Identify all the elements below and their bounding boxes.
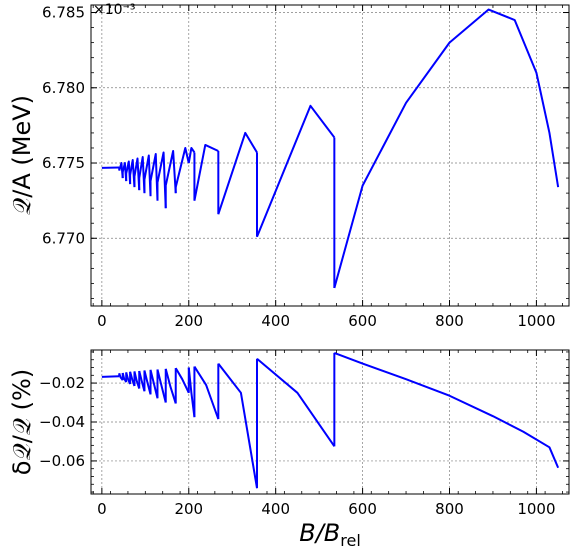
- series-line-segment: [333, 8, 560, 289]
- series-line-segment: [193, 143, 219, 201]
- bottom-grid: [91, 350, 569, 494]
- bottom-tick-labels: 0 200 400 600 800 1000 −0.06 −0.04 −0.02: [39, 374, 555, 518]
- series-line-segment: [149, 153, 159, 201]
- series-line-segment: [256, 357, 336, 447]
- top-frame: [90, 4, 570, 307]
- series-line-segment: [333, 351, 560, 469]
- series-line-segment: [164, 149, 177, 194]
- top-panel: 0 200 400 600 800 1000 6.770 6.775 6.780 6.785 ×1…: [8, 2, 570, 330]
- series-line-segment: [149, 369, 159, 399]
- series-line-segment: [217, 363, 258, 489]
- y-tick-label: −0.06: [39, 452, 85, 470]
- x-tick-label: 400: [261, 312, 290, 330]
- series-line-segment: [187, 146, 196, 164]
- series-line-segment: [156, 369, 167, 403]
- x-tick-label: 600: [348, 500, 377, 518]
- y-tick-label: 6.770: [42, 229, 85, 247]
- y-tick-label: −0.02: [39, 374, 85, 392]
- bottom-xlabel: B/Brel: [299, 519, 361, 550]
- x-tick-label: 800: [435, 500, 464, 518]
- y-tick-label: −0.04: [39, 413, 85, 431]
- x-tick-label: 1000: [517, 500, 555, 518]
- series-line-segment: [174, 367, 190, 394]
- x-tick-label: 0: [97, 500, 107, 518]
- top-ylabel: 𝒬/A (MeV): [8, 95, 36, 215]
- x-tick-label: 200: [174, 500, 203, 518]
- bottom-series: [101, 351, 560, 489]
- x-tick-label: 200: [174, 312, 203, 330]
- bottom-frame: [90, 349, 570, 495]
- y-tick-label: 6.785: [42, 4, 85, 22]
- x-tick-label: 0: [97, 312, 107, 330]
- x-tick-label: 1000: [517, 312, 555, 330]
- series-line-segment: [256, 104, 336, 238]
- xlabel-main: B/B: [299, 519, 340, 547]
- top-offset-label: ×10⁻³: [93, 2, 136, 18]
- series-line-segment: [193, 366, 220, 420]
- bottom-ylabel: δ𝒬/𝒬 (%): [8, 369, 36, 475]
- xlabel-sub: rel: [340, 531, 361, 550]
- top-tick-labels: 0 200 400 600 800 1000 6.770 6.775 6.780 6.785: [42, 4, 555, 330]
- x-tick-label: 600: [348, 312, 377, 330]
- y-tick-label: 6.775: [42, 154, 85, 172]
- series-line-segment: [174, 146, 190, 188]
- series-line-segment: [101, 375, 120, 378]
- y-tick-label: 6.780: [42, 79, 85, 97]
- series-line-segment: [217, 131, 258, 215]
- series-line-segment: [164, 368, 177, 404]
- bottom-ticks: [91, 350, 569, 494]
- x-tick-label: 800: [435, 312, 464, 330]
- bottom-panel: 0 200 400 600 800 1000 −0.06 −0.04 −0.02 δ𝒬/𝒬 (%…: [8, 349, 570, 550]
- top-series: [101, 8, 560, 289]
- x-tick-label: 400: [261, 500, 290, 518]
- series-line-segment: [143, 370, 152, 395]
- series-line-segment: [156, 151, 167, 209]
